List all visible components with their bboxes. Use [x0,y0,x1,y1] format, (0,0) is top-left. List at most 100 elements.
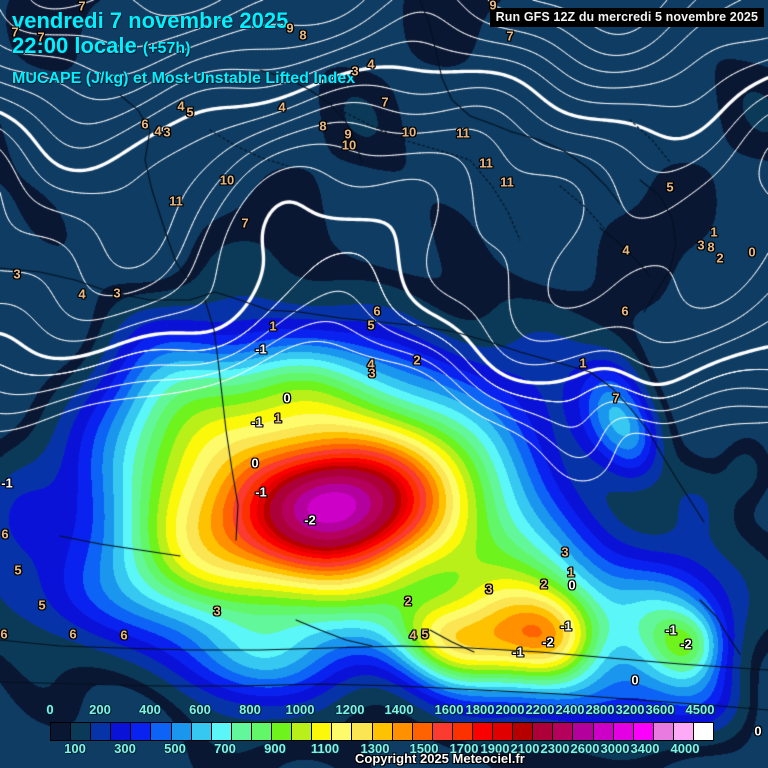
colorbar-swatch [111,723,132,740]
colorbar-swatch [191,723,212,740]
colorbar-swatch [432,723,453,740]
forecast-date-label: vendredi 7 novembre 2025 [12,8,289,33]
colorbar-swatch [372,723,393,740]
contour-label: 4 [622,242,630,258]
forecast-time-text: 22:00 locale [12,33,137,58]
colorbar-tick-label: 2300 [540,741,570,756]
contour-label: 4 [278,99,286,115]
colorbar-swatch [533,723,554,740]
forecast-time-label: 22:00 locale (+57h) [12,33,190,59]
contour-label: 3 [485,581,493,597]
contour-label: -2 [542,634,554,650]
colorbar-tick-label: 900 [264,741,286,756]
colorbar-tick-label: 2400 [555,702,585,717]
contour-label: 3 [13,266,21,282]
contour-label: -1 [255,341,267,357]
contour-label: -1 [255,484,267,500]
contour-label: -1 [251,414,263,430]
contour-label: 3 [351,63,359,79]
colorbar-swatch [272,723,293,740]
contour-label: 3 [163,124,171,140]
contour-label: 9 [344,126,352,142]
colorbar-swatch [573,723,594,740]
colorbar[interactable] [50,722,714,741]
contour-label: -1 [1,475,13,491]
contour-label: 3 [697,237,705,253]
colorbar-tick-label: 800 [239,702,261,717]
contour-label: 7 [506,28,514,44]
contour-label: 11 [456,125,470,141]
colorbar-tick-label: 100 [64,741,86,756]
contour-label: 9 [489,0,497,13]
contour-label: 2 [404,593,412,609]
contour-label: 8 [707,239,715,255]
contour-label: 7 [381,94,389,110]
contour-label: 4 [367,356,375,372]
forecast-lead-label: (+57h) [142,40,191,57]
colorbar-swatch [251,723,273,740]
contour-label: 7 [37,29,45,45]
colorbar-tick-label: 700 [214,741,236,756]
copyright-label: Copyright 2025 Meteociel.fr [355,751,525,766]
contour-label: 2 [413,352,421,368]
contour-label: 8 [319,118,327,134]
colorbar-swatch [452,723,473,740]
colorbar-tick-label: 1600 [434,702,464,717]
colorbar-tick-label: 3200 [615,702,645,717]
contour-label: 6 [1,526,9,542]
colorbar-tick-label: 1900 [480,741,510,756]
colorbar-swatch [231,723,252,740]
colorbar-swatch [352,723,373,740]
contour-label: 0 [748,244,756,260]
contour-label: 9 [286,20,294,36]
contour-label: 11 [169,193,183,209]
contour-label: 7 [241,215,249,231]
contour-label: 3 [213,603,221,619]
contour-label: 1 [567,564,575,580]
model-run-label: Run GFS 12Z du mercredi 5 novembre 2025 [489,8,764,27]
contour-label: -2 [304,512,316,528]
colorbar-swatch [653,723,674,740]
colorbar-swatch [472,723,494,740]
contour-label: 5 [666,179,674,195]
contour-label: 6 [621,303,629,319]
colorbar-tick-label: 4000 [670,741,700,756]
colorbar-swatch [673,723,694,740]
contour-label: 1 [269,318,277,334]
colorbar-swatch [493,723,514,740]
contour-label: 5 [38,597,46,613]
colorbar-swatch [513,723,534,740]
colorbar-swatch [613,723,634,740]
contour-label: 0 [568,577,576,593]
colorbar-tick-label: 2100 [510,741,540,756]
colorbar-swatch [553,723,574,740]
contour-label: 5 [186,104,194,120]
contour-label: 3 [561,544,569,560]
contour-label: 10 [401,124,417,140]
colorbar-swatch [131,723,152,740]
contour-label: 0 [251,455,259,471]
contour-label: 6 [120,627,128,643]
colorbar-tick-label: 2800 [585,702,615,717]
colorbar-tick-label: 600 [189,702,211,717]
contour-label: 4 [154,123,162,139]
colorbar-swatch [392,723,413,740]
contour-label: 6 [0,626,8,642]
colorbar-tick-label: 500 [164,741,186,756]
contour-label: 4 [177,98,185,114]
colorbar-tick-label: 2600 [570,741,600,756]
contour-label: -1 [665,622,677,638]
contour-label: 2 [540,576,548,592]
contour-label: 4 [367,56,375,72]
colorbar-tick-label: 1300 [360,741,390,756]
colorbar-tick-label: 400 [139,702,161,717]
contour-label: 5 [421,626,429,642]
contour-label: 4 [78,286,86,302]
colorbar-tick-label: 3400 [630,741,660,756]
colorbar-tick-label: 2000 [495,702,525,717]
contour-label: 6 [373,303,381,319]
contour-label: 1 [274,410,282,426]
colorbar-tick-label: 200 [89,702,111,717]
contour-label: 2 [716,250,724,266]
